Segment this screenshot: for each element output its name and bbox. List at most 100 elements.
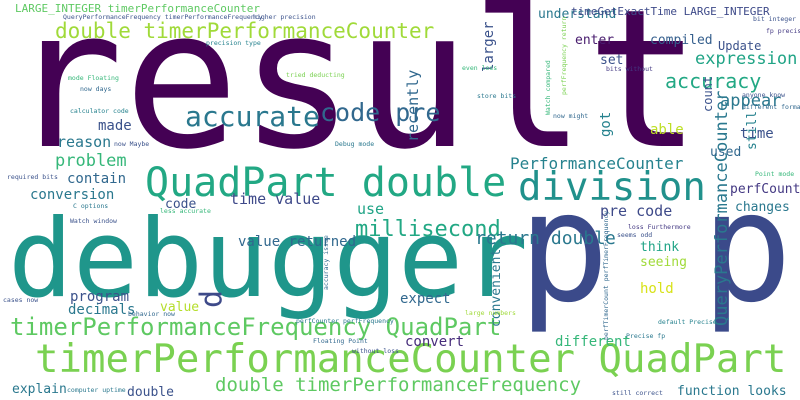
word: use — [357, 200, 384, 218]
word: debugger — [8, 197, 528, 322]
word: Floating Point — [313, 337, 368, 345]
word: compiled — [650, 33, 713, 48]
word: code pre — [320, 98, 440, 127]
word: function looks — [677, 384, 787, 399]
word: Update — [718, 39, 761, 53]
word: behavior now — [128, 310, 175, 318]
word: LARGE_INTEGER timerPerformanceCounter — [15, 2, 260, 15]
word: problem — [55, 151, 127, 171]
word: value returned — [238, 234, 356, 250]
word: PerformanceCounter — [510, 154, 684, 173]
word: contain — [67, 171, 126, 187]
word: now days — [80, 85, 111, 93]
word: decimals — [68, 302, 135, 318]
word: computer uptime — [67, 386, 126, 394]
word: now Maybe — [114, 140, 149, 148]
word: accurate — [185, 100, 320, 133]
word: able — [650, 122, 684, 138]
word: Precise fp — [626, 332, 665, 340]
word: pre code — [600, 202, 672, 220]
word: understand — [538, 7, 616, 22]
word: large numbers — [465, 309, 516, 317]
word: seems odd — [617, 231, 652, 239]
word: accuracy issue — [322, 235, 330, 290]
word: double — [127, 385, 174, 400]
word: cases now — [3, 296, 38, 304]
word: result — [8, 0, 702, 192]
word: still correct — [612, 389, 663, 397]
word: bits without — [606, 65, 653, 73]
word: anyone know — [742, 91, 785, 99]
word: perfCounter — [730, 182, 800, 197]
word: p p — [518, 159, 793, 336]
word: default Precise — [658, 318, 717, 326]
word: higher precision — [253, 13, 316, 21]
word: count — [701, 76, 715, 112]
word: QuadPart double — [145, 160, 506, 206]
word: even loss — [462, 64, 497, 72]
word: Debug mode — [335, 140, 374, 148]
word: timerPerformanceFrequency QuadPart — [10, 313, 501, 341]
word: Watch compared — [544, 60, 552, 115]
word: enter — [575, 33, 614, 48]
word: perfFrequency return — [560, 17, 568, 95]
word: double timerPerformanceFrequency — [215, 374, 581, 396]
word: set — [600, 53, 623, 68]
word: program — [70, 289, 129, 305]
word: different format — [742, 103, 800, 111]
word: perfCounter perfFrequency — [296, 317, 394, 325]
word: p — [197, 290, 232, 308]
word: Point mode — [755, 170, 794, 178]
word: time — [740, 126, 774, 142]
word: loss Furthermore — [628, 223, 691, 231]
word: precision type — [206, 39, 261, 47]
word: QueryPerformanceFrequency timerPerforman… — [63, 13, 263, 21]
word: larger — [481, 21, 497, 72]
word: reason — [57, 133, 111, 151]
word: double timerPerformanceCounter — [55, 19, 434, 43]
word: made — [98, 118, 132, 134]
word: C options — [73, 202, 108, 210]
word: hold — [640, 281, 674, 297]
word: used — [710, 145, 741, 160]
word: timeGetExactTime LARGE_INTEGER — [571, 5, 770, 18]
word: appear — [720, 91, 781, 111]
word: return double — [475, 228, 616, 249]
word: expression — [695, 49, 797, 69]
word: conversion — [30, 187, 114, 203]
word: got — [598, 112, 614, 137]
word: accuracy — [665, 69, 761, 93]
word: without loss — [352, 347, 399, 355]
word: value — [160, 300, 199, 315]
word: convenient — [489, 249, 504, 327]
word: required bits — [7, 173, 58, 181]
word: tried deducting — [286, 71, 345, 79]
word: different — [555, 334, 631, 350]
word: perfTimerCount perfTimerFrequency — [602, 211, 610, 340]
word: division — [518, 165, 706, 210]
word: mode Floating — [68, 74, 119, 82]
word: Watch window — [70, 217, 117, 225]
word: think — [640, 240, 679, 255]
word: code — [165, 197, 196, 212]
word: calculator code — [70, 107, 129, 115]
word: explain — [12, 382, 67, 397]
word: changes — [735, 200, 790, 215]
word: fp precise — [766, 27, 800, 35]
word: time value — [230, 190, 320, 208]
word: bit integer — [753, 15, 796, 23]
word: millisecond — [355, 217, 501, 242]
word: now might — [553, 112, 588, 120]
word: expect — [400, 291, 451, 307]
word: recently — [404, 70, 422, 142]
word: timerPerformanceCounter QuadPart — [35, 337, 786, 382]
word: QueryPerformanceCounter — [712, 91, 732, 326]
word: less accurate — [160, 207, 211, 215]
word: seeing — [640, 255, 687, 270]
word: still — [745, 111, 760, 150]
word: convert — [405, 334, 464, 350]
word: store bits — [477, 92, 516, 100]
